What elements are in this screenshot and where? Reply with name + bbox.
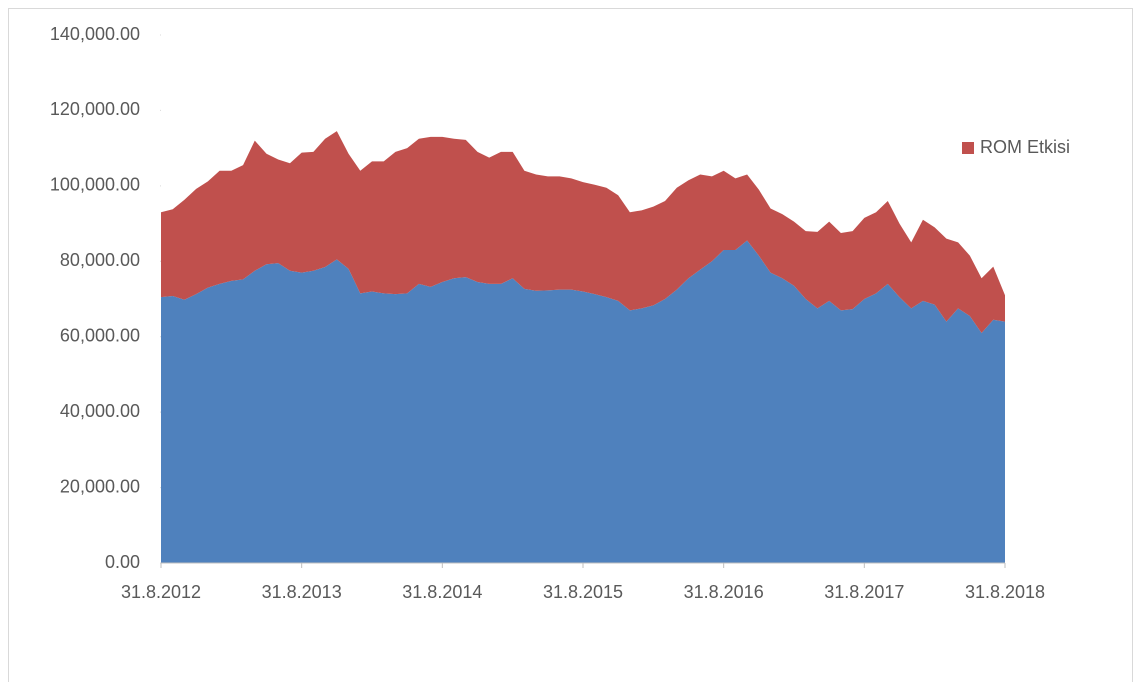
y-tick-label: 20,000.00 <box>60 476 140 496</box>
area <box>161 240 1005 564</box>
x-tick-label: 31.8.2016 <box>684 582 764 602</box>
y-tick-label: 80,000.00 <box>60 250 140 270</box>
y-tick-label: 120,000.00 <box>50 99 140 119</box>
x-tick-label: 31.8.2018 <box>965 582 1045 602</box>
y-tick-label: 100,000.00 <box>50 175 140 195</box>
legend-swatch <box>962 142 974 154</box>
x-tick-label: 31.8.2015 <box>543 582 623 602</box>
area <box>161 131 1005 333</box>
y-tick-label: 0.00 <box>105 552 140 572</box>
legend-label: ROM Etkisi <box>980 137 1070 157</box>
x-tick-label: 31.8.2017 <box>824 582 904 602</box>
y-tick-label: 140,000.00 <box>50 24 140 44</box>
chart-frame <box>8 8 1133 682</box>
x-tick-label: 31.8.2014 <box>402 582 482 602</box>
y-tick-label: 60,000.00 <box>60 325 140 345</box>
y-tick-label: 40,000.00 <box>60 401 140 421</box>
x-tick-label: 31.8.2012 <box>121 582 201 602</box>
x-tick-label: 31.8.2013 <box>262 582 342 602</box>
